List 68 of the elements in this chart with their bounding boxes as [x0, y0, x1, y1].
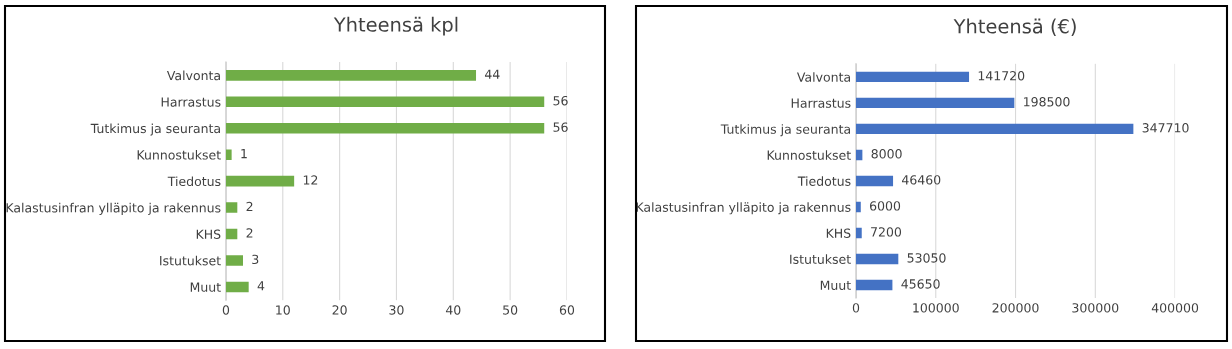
bar [225, 122, 545, 134]
bar [225, 96, 545, 108]
data-label: 1 [241, 149, 247, 159]
y-tick-label: Harrastus [161, 97, 221, 107]
y-tick-label: Valvonta [166, 70, 220, 81]
y-tick-label: Istutukset [160, 255, 221, 266]
data-label: 44 [484, 69, 500, 79]
bar [855, 227, 862, 239]
data-label: 2 [246, 228, 253, 238]
data-label: 12 [303, 175, 318, 185]
x-tick-label: 400000 [1151, 303, 1199, 313]
chart-title: Yhteensä (€) [953, 18, 1076, 36]
data-label: 56 [553, 95, 568, 106]
data-label: 347710 [1142, 123, 1189, 133]
x-tick-label: 200000 [992, 303, 1039, 313]
y-tick-label: KHS [196, 229, 221, 239]
y-tick-label: Tiedotus [167, 176, 221, 187]
y-tick-label: KHS [826, 228, 851, 238]
bar [225, 70, 477, 81]
data-label: 141720 [978, 71, 1025, 81]
bar [225, 175, 295, 187]
data-label: 53050 [907, 253, 946, 263]
y-tick-label: Harrastus [791, 98, 851, 108]
data-label: 6000 [869, 201, 901, 211]
bar [225, 149, 232, 160]
x-tick-label: 60 [559, 305, 575, 315]
bar [855, 279, 893, 291]
x-tick-label: 100000 [913, 303, 959, 313]
x-tick-label: 10 [276, 305, 290, 315]
data-label: 46460 [902, 175, 941, 185]
data-label: 8000 [871, 149, 902, 159]
y-tick-label: Muut [820, 280, 851, 290]
x-tick-label: 300000 [1072, 303, 1119, 313]
data-label: 45650 [901, 279, 940, 289]
y-tick-label: Muut [190, 282, 221, 292]
bar [855, 201, 861, 213]
y-tick-label: Valvonta [796, 72, 850, 82]
bar [225, 202, 238, 213]
data-label: 3 [252, 254, 259, 265]
bar [225, 281, 249, 293]
y-tick-label: Kalastusinfran ylläpito ja rakennus [6, 202, 221, 215]
bar [855, 123, 1134, 135]
bar [855, 71, 970, 83]
x-tick-label: 50 [503, 305, 518, 315]
x-tick-label: 30 [389, 305, 404, 315]
y-tick-label: Tutkimus ja seuranta [90, 123, 220, 136]
bar [855, 149, 863, 161]
x-tick-label: 20 [332, 305, 347, 315]
bar [855, 97, 1015, 109]
bar [855, 175, 894, 187]
y-tick-label: Kunnostukset [767, 150, 851, 160]
x-tick-label: 40 [445, 305, 461, 315]
data-label: 4 [257, 281, 265, 291]
bar [225, 228, 238, 240]
data-label: 2 [246, 201, 253, 212]
y-tick-label: Istutukset [790, 254, 851, 264]
y-tick-label: Kalastusinfran ylläpito ja rakennus [636, 202, 851, 215]
data-label: 7200 [871, 227, 902, 237]
y-tick-label: Kunnostukset [137, 149, 221, 160]
y-tick-label: Tiedotus [797, 176, 851, 186]
x-tick-label: 0 [222, 305, 230, 315]
bar [225, 255, 243, 266]
chart-title: Yhteensä kpl [333, 16, 458, 36]
y-tick-label: Tutkimus ja seuranta [720, 124, 851, 137]
x-tick-label: 0 [852, 303, 860, 313]
data-label: 198500 [1024, 97, 1070, 107]
data-label: 56 [553, 122, 568, 132]
bar [855, 253, 899, 265]
